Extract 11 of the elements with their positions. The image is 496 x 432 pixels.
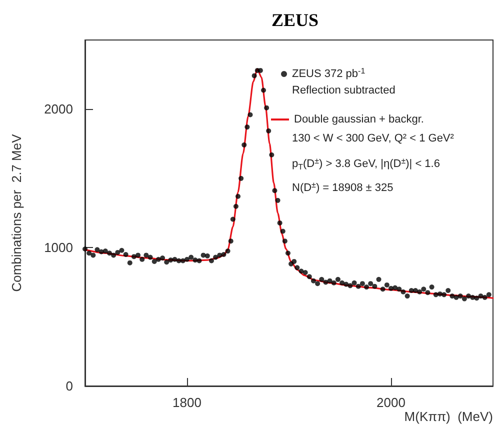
y-tick-label: 2000 — [44, 102, 73, 117]
y-tick-label: 1000 — [44, 240, 73, 256]
annotation: N(D±) = 18908 ± 325 — [292, 180, 394, 194]
annotation: 130 < W < 300 GeV, Q² < 1 GeV² — [292, 132, 454, 144]
y-axis-title: Combinations per 2.7 MeV — [9, 134, 24, 292]
chart-title: ZEUS — [271, 10, 319, 30]
x-axis-title: M(Kππ) (MeV) — [404, 409, 493, 424]
y-tick-label: 0 — [66, 378, 73, 394]
x-tick-label: 1800 — [172, 395, 202, 410]
legend-label: Double gaussian + backgr. — [294, 114, 424, 126]
annotation: Reflection subtracted — [292, 84, 396, 96]
